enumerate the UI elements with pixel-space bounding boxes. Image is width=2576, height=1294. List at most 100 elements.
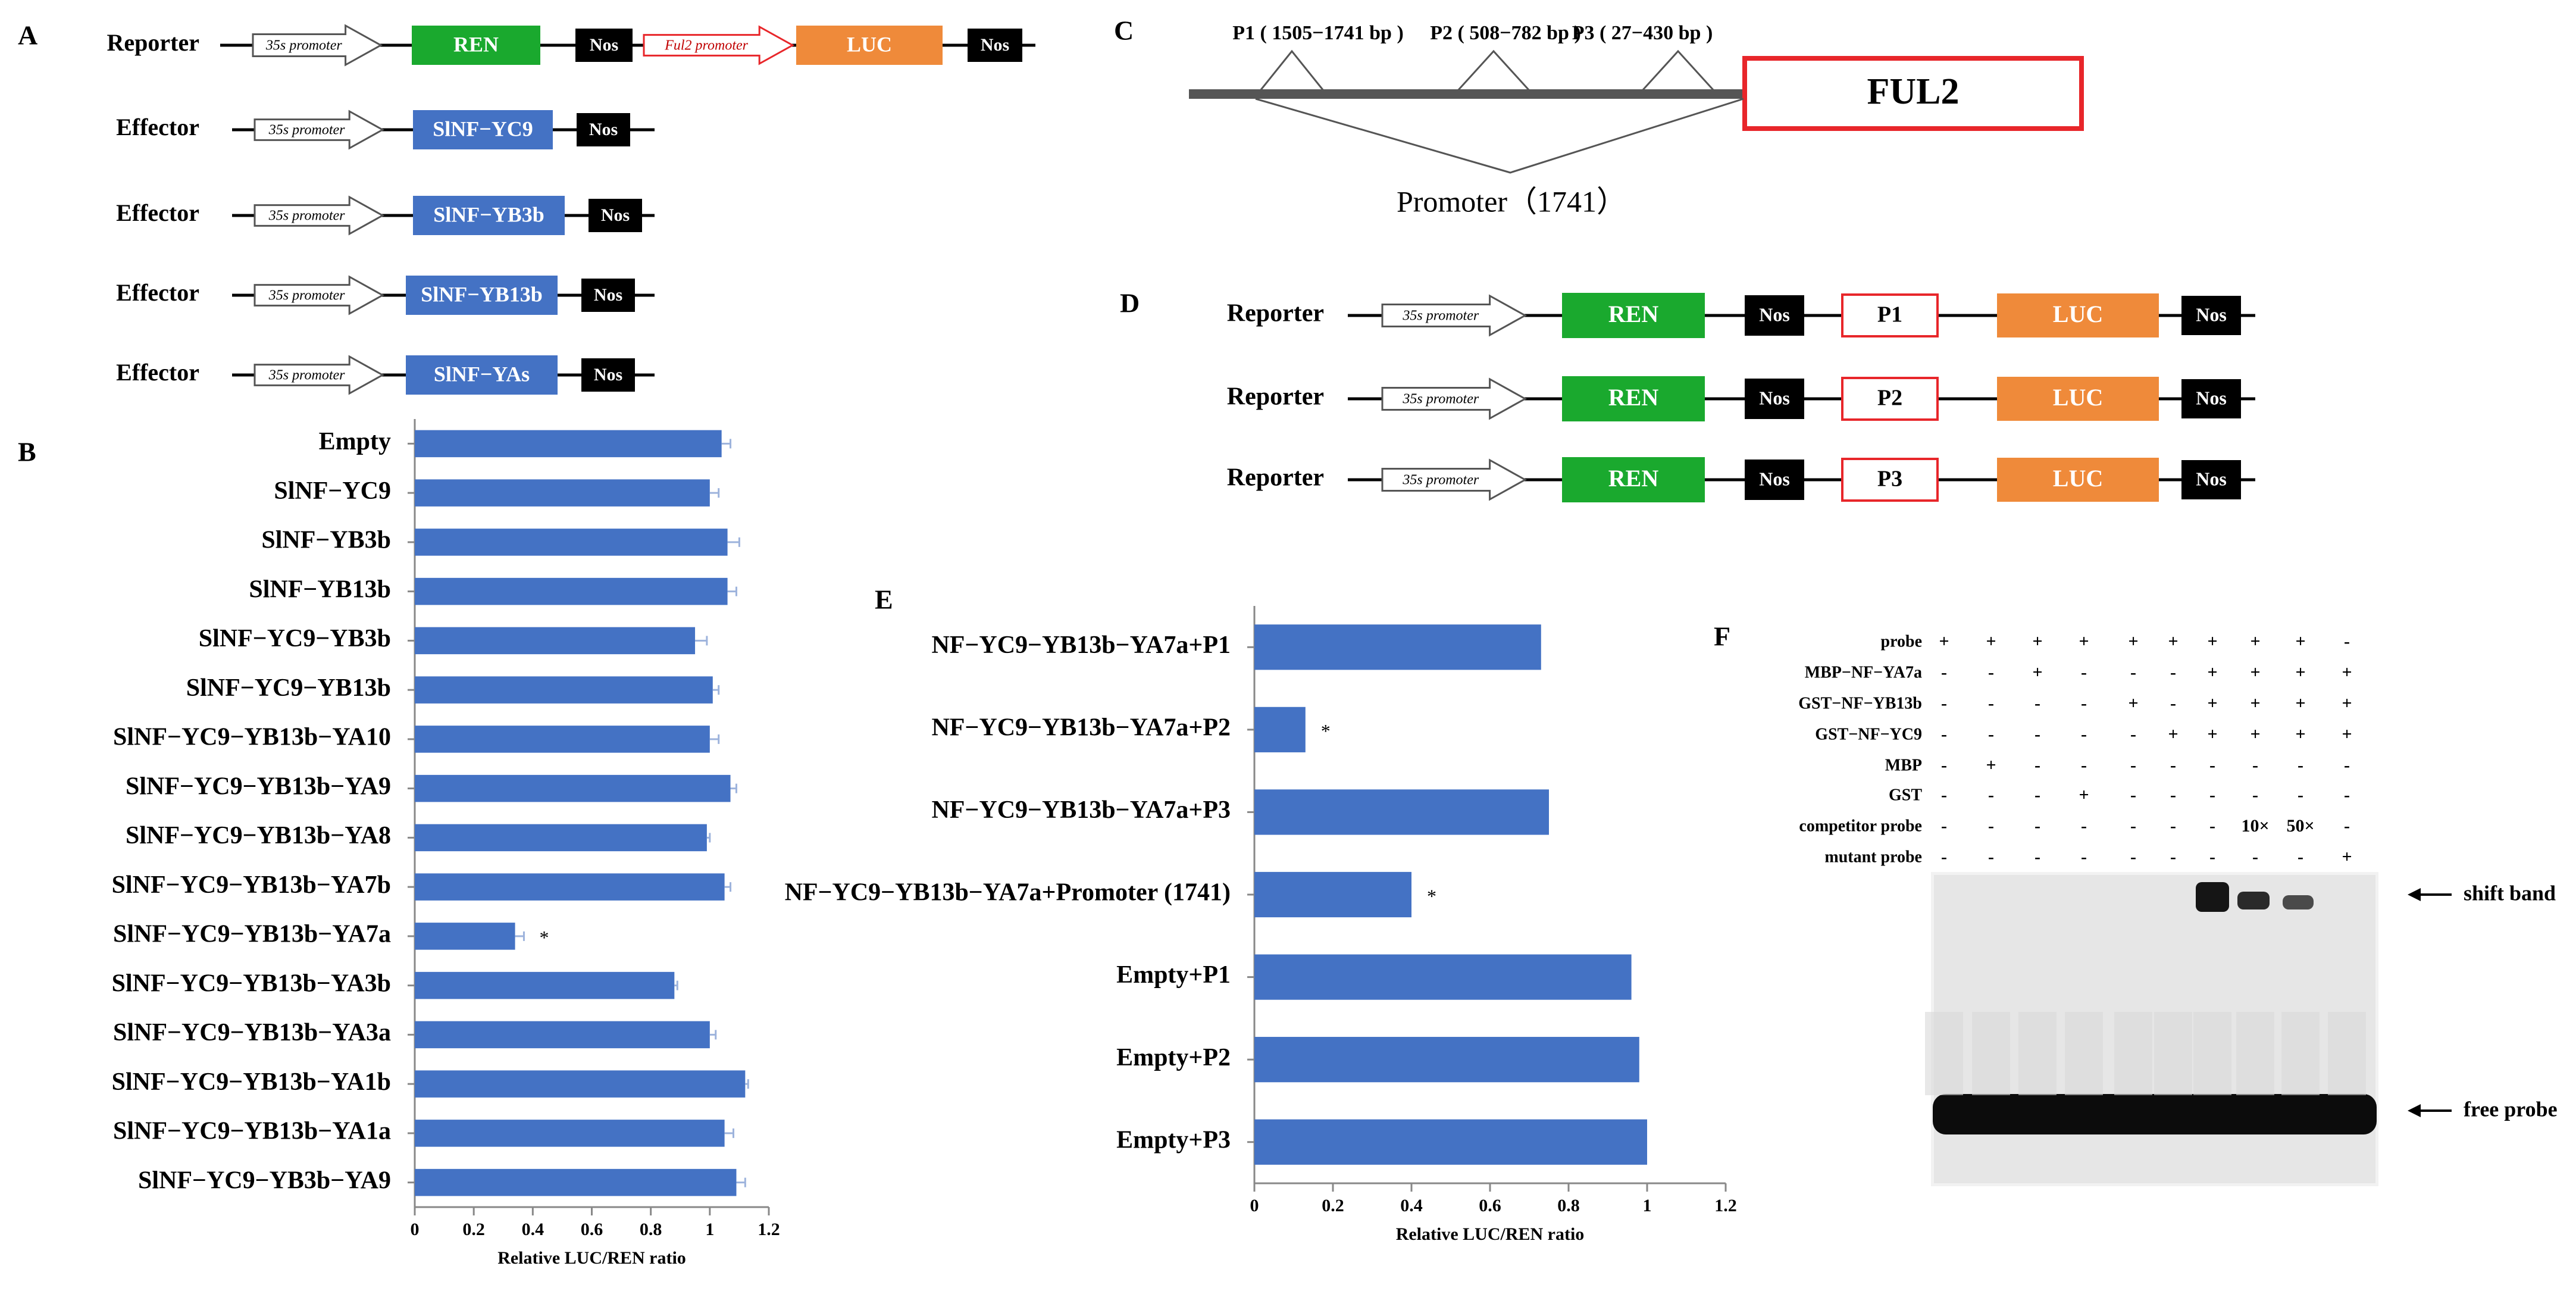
construct-role: Reporter — [1227, 300, 1324, 327]
effector-box-rect — [413, 196, 565, 235]
category-label: SlNF−YC9−YB13b−YA3a — [113, 1019, 391, 1046]
ren-box-label: REN — [1608, 384, 1659, 411]
category-label: SlNF−YC9−YB13b−YA8 — [126, 822, 391, 849]
condition-value: + — [2207, 724, 2217, 744]
effector-box-rect — [413, 110, 553, 149]
condition-value: - — [2034, 816, 2040, 836]
panel-label-b: B — [18, 437, 36, 467]
construct-role: Reporter — [1227, 383, 1324, 411]
nos-box-label: Nos — [1759, 468, 1790, 489]
ren-box-rect — [412, 26, 540, 65]
x-tick-label: 1.2 — [758, 1220, 780, 1239]
shift-band — [2237, 892, 2270, 909]
promoter-shape — [253, 275, 385, 315]
fragment-box-label: P2 — [1877, 386, 1902, 411]
nos-box-label: Nos — [590, 35, 618, 55]
x-tick-label: 0 — [1250, 1196, 1259, 1215]
nos-box-rect — [581, 358, 635, 392]
x-tick-label: 0.6 — [581, 1220, 603, 1239]
construct-role: Reporter — [107, 29, 199, 56]
panel-label-a: A — [18, 20, 37, 51]
category-label: Empty — [319, 428, 391, 455]
effector-box: SlNF−YAs — [406, 355, 558, 395]
promoter-shape — [1381, 294, 1528, 337]
x-axis-title: Relative LUC/REN ratio — [497, 1248, 686, 1268]
fragment-label: P1 ( 1505−1741 bp ) — [1232, 22, 1404, 44]
nos-box-label: Nos — [1759, 304, 1790, 325]
bar — [415, 923, 515, 950]
bar — [1254, 871, 1411, 918]
category-label: SlNF−YC9−YB13b−YA9 — [126, 773, 391, 800]
promoter-label: 35s promoter — [268, 208, 345, 224]
category-label: SlNF−YC9−YB13b — [186, 674, 391, 702]
nos-box: Nos — [968, 29, 1022, 62]
promoter-label: Ful2 promoter — [664, 38, 748, 54]
condition-value: - — [1941, 662, 1947, 682]
bar — [415, 824, 707, 852]
condition-value: - — [2130, 662, 2136, 682]
significance-mark: * — [1321, 720, 1331, 742]
ren-box: REN — [1562, 376, 1705, 421]
condition-value: - — [2081, 693, 2087, 713]
luc-box-rect — [1997, 377, 2159, 421]
x-tick-label: 0.4 — [1400, 1196, 1423, 1215]
lane-smear — [1972, 1012, 2010, 1095]
condition-value: - — [1941, 816, 1947, 836]
bar — [415, 971, 675, 999]
condition-label: GST−NF−YB13b — [1798, 694, 1922, 712]
condition-value: + — [2168, 632, 2178, 651]
x-tick-label: 1 — [705, 1220, 714, 1239]
free-arrowhead — [2408, 1104, 2421, 1117]
nos-box-label: Nos — [2196, 387, 2227, 408]
panel-f: probe + + + + + + + + + -MBP−NF−YA7a - - + - - - + + + +GST−… — [1798, 632, 2558, 1186]
condition-value: - — [2209, 847, 2215, 867]
construct-role: Effector — [116, 279, 199, 306]
category-label: NF−YC9−YB13b−YA7a+P3 — [931, 796, 1231, 824]
condition-value: + — [2342, 693, 2352, 713]
condition-value: + — [2207, 632, 2217, 651]
promoter-shape — [253, 355, 385, 395]
effector-box: SlNF−YB3b — [413, 196, 565, 235]
effector-box-label: SlNF−YAs — [434, 362, 530, 386]
nos-box: Nos — [2181, 460, 2241, 499]
condition-value: - — [2130, 816, 2136, 836]
luc-box-rect — [1997, 293, 2159, 337]
nos-box-label: Nos — [981, 35, 1009, 55]
nos-box: Nos — [1745, 379, 1804, 419]
bar — [415, 1168, 737, 1196]
promoter-shape — [643, 25, 795, 65]
condition-value: + — [2128, 693, 2138, 713]
category-label: SlNF−YC9−YB3b−YA9 — [138, 1167, 391, 1194]
condition-value: - — [2170, 662, 2176, 682]
lane-smear — [1925, 1012, 1963, 1095]
fragment-label: P2 ( 508−782 bp ) — [1430, 22, 1581, 44]
nos-box-rect — [2181, 460, 2241, 499]
condition-value: - — [2298, 755, 2303, 775]
bar — [1254, 707, 1306, 752]
condition-value: - — [2034, 847, 2040, 867]
condition-value: + — [2250, 632, 2260, 651]
chart-e: 0 0.2 0.4 0.6 0.8 1 1.2 Relative LUC/REN ratio N… — [785, 606, 1737, 1244]
condition-value: + — [1986, 755, 1996, 775]
nos-box: Nos — [589, 199, 642, 232]
promoter-shape — [1381, 458, 1528, 501]
condition-value: - — [2034, 693, 2040, 713]
effector-box-label: SlNF−YC9 — [433, 117, 533, 140]
condition-value: + — [2168, 724, 2178, 744]
condition-value: 50× — [2286, 816, 2314, 836]
ren-box-label: REN — [453, 32, 499, 56]
category-label: SlNF−YC9−YB13b−YA7a — [113, 921, 391, 948]
promoter-label: 35s promoter — [1402, 308, 1479, 324]
condition-value: 10× — [2241, 816, 2269, 836]
ren-box-label: REN — [1608, 465, 1659, 492]
shift-band — [2196, 882, 2229, 912]
condition-value: + — [2342, 847, 2352, 867]
nos-box-label: Nos — [594, 285, 622, 305]
promoter-label: 35s promoter — [268, 288, 345, 304]
condition-value: - — [2344, 816, 2350, 836]
condition-label: MBP−NF−YA7a — [1805, 663, 1922, 682]
fragment-marker — [1259, 49, 1325, 91]
fragment-box: P2 — [1841, 377, 1939, 421]
ren-box-label: REN — [1608, 301, 1659, 327]
